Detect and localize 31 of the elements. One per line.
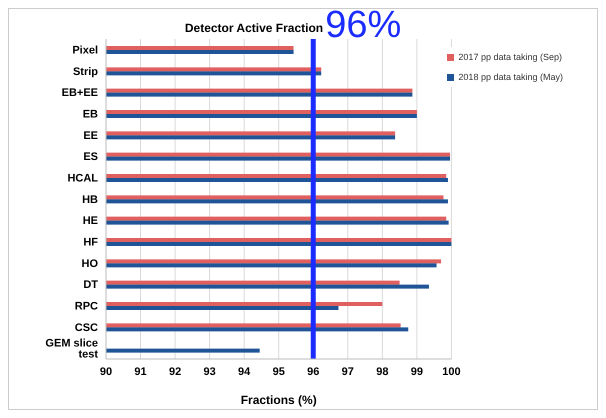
x-tick-label: 96 xyxy=(307,366,320,378)
y-tick-label: HE xyxy=(82,215,98,228)
y-tick-label: RPC xyxy=(74,300,98,313)
x-tick-label: 90 xyxy=(100,366,112,378)
chart-title: Detector Active Fraction xyxy=(184,21,324,35)
x-tick-label: 94 xyxy=(238,366,252,378)
y-tick-label: DT xyxy=(83,279,98,292)
x-tick-label: 98 xyxy=(376,366,388,378)
ref-line-label: 96% xyxy=(325,4,402,46)
y-tick-label: EB+EE xyxy=(62,87,98,100)
y-tick-label: GEM slice test xyxy=(45,338,98,361)
y-tick-label: ES xyxy=(83,151,98,164)
y-tick-label: HB xyxy=(82,194,98,206)
x-tick-label: 99 xyxy=(410,366,424,378)
x-tick-label: 91 xyxy=(134,366,147,378)
y-tick-label: EE xyxy=(83,130,98,142)
y-tick-label: Pixel xyxy=(72,44,98,57)
x-tick-label: 97 xyxy=(342,366,354,378)
legend-label: 2017 pp data taking (Sep) xyxy=(458,52,562,62)
y-tick-label: HO xyxy=(82,258,98,270)
y-tick-label: Strip xyxy=(72,66,98,78)
legend-label: 2018 pp data taking (May) xyxy=(458,72,563,82)
x-tick-label: 92 xyxy=(168,366,182,378)
y-tick-label: CSC xyxy=(74,322,98,334)
x-tick-label: 93 xyxy=(204,366,216,378)
y-tick-label: HCAL xyxy=(67,172,98,185)
x-tick-label: 100 xyxy=(442,366,461,378)
x-axis-title: Fractions (%) xyxy=(240,393,317,407)
y-tick-label: HF xyxy=(83,236,98,249)
x-tick-label: 95 xyxy=(272,366,285,378)
y-tick-label: EB xyxy=(82,108,98,121)
